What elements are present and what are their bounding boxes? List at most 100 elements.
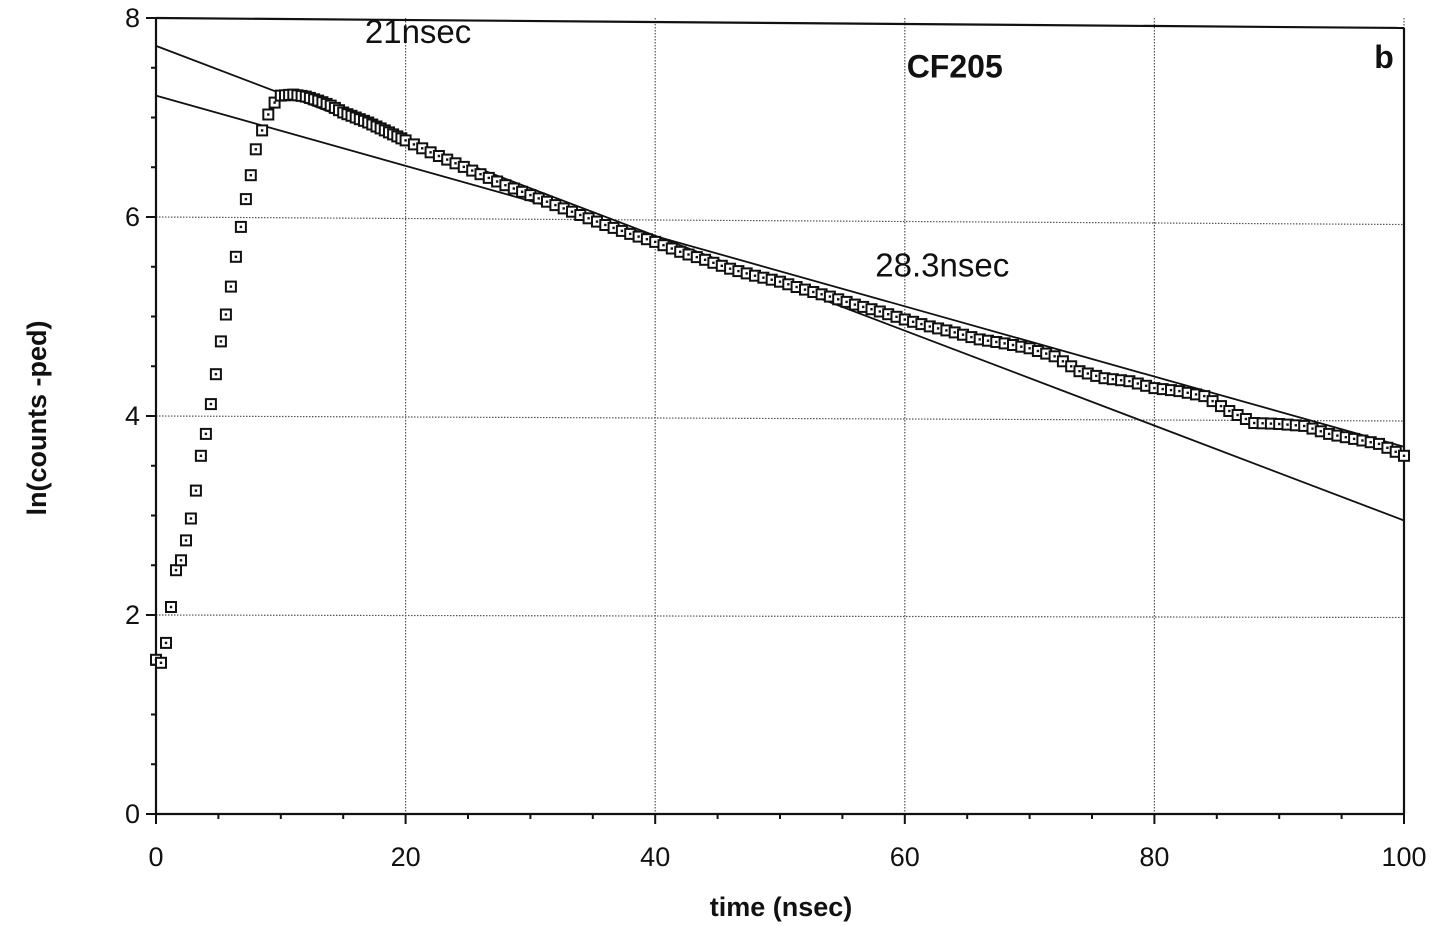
- data-point-dot: [273, 101, 276, 104]
- data-point-dot: [1061, 360, 1065, 363]
- data-point-dot: [1036, 349, 1040, 353]
- data-point-dot: [446, 158, 449, 161]
- data-point-dot: [612, 226, 615, 230]
- data-point-dot: [654, 240, 657, 244]
- data-point-dot: [554, 203, 557, 207]
- data-point-dot: [945, 329, 948, 332]
- data-point-dot: [1161, 387, 1164, 391]
- data-point-dot: [1336, 434, 1339, 437]
- data-point-dot: [662, 244, 665, 247]
- data-point-dot: [1186, 391, 1189, 394]
- data-point-dot: [164, 641, 168, 645]
- data-point-dot: [199, 454, 203, 457]
- data-point-dot: [249, 174, 252, 177]
- data-point-dot: [1070, 365, 1073, 368]
- data-point-dot: [812, 290, 815, 294]
- data-point-dot: [404, 139, 407, 142]
- data-point-dot: [1369, 441, 1372, 444]
- y-axis-label: ln(counts -ped): [22, 321, 52, 516]
- data-point-dot: [728, 267, 732, 270]
- data-point-dot: [454, 162, 457, 165]
- y-tick-label: 4: [125, 401, 140, 431]
- data-point-dot: [1394, 450, 1397, 453]
- data-point-dot: [887, 313, 890, 316]
- data-point-dot: [645, 238, 649, 241]
- top-frame-line: [155, 16, 1405, 30]
- x-tick-label: 100: [1381, 842, 1426, 872]
- gridlines: [155, 18, 1405, 814]
- data-point-dot: [437, 154, 441, 158]
- data-point-dot: [1086, 372, 1089, 375]
- data-point-dot: [1136, 382, 1139, 385]
- data-point-dot: [703, 258, 707, 261]
- data-point-dot: [229, 285, 233, 288]
- data-point-dot: [828, 295, 832, 298]
- data-point-dot: [1278, 422, 1281, 426]
- data-point-dot: [853, 303, 857, 306]
- data-point-dot: [970, 335, 973, 339]
- data-point-dot: [260, 129, 264, 132]
- data-point-dot: [1003, 342, 1006, 345]
- y-tick-label: 2: [125, 600, 140, 630]
- data-point-dot: [1236, 413, 1239, 417]
- data-point-dot: [1402, 454, 1406, 457]
- data-point-dot: [1228, 409, 1231, 413]
- data-point-dot: [986, 339, 990, 342]
- data-point-dot: [670, 247, 673, 250]
- data-point-dot: [512, 187, 515, 190]
- data-point-dot: [244, 197, 248, 201]
- data-point-dot: [537, 197, 540, 200]
- data-point-dot: [753, 274, 757, 277]
- data-point-dot: [1219, 404, 1223, 408]
- data-point-dot: [604, 223, 607, 227]
- data-point-dot: [570, 210, 574, 213]
- data-point-dot: [529, 193, 532, 197]
- data-point-dot: [174, 569, 178, 572]
- data-point-dot: [862, 305, 865, 309]
- x-tick-label: 40: [640, 842, 670, 872]
- data-point-dot: [1361, 439, 1364, 442]
- data-point-dot: [1327, 432, 1331, 436]
- data-point-dot: [620, 229, 624, 233]
- data-point-dot: [712, 261, 715, 264]
- annotation: CF205: [907, 49, 1003, 85]
- data-point-dot: [936, 327, 940, 330]
- data-point-dot: [1119, 379, 1123, 382]
- data-point-dot: [1095, 374, 1098, 378]
- data-point-dot: [845, 300, 848, 304]
- data-point-dot: [495, 180, 499, 183]
- data-point-dot: [214, 373, 218, 376]
- data-point-dot: [234, 255, 238, 258]
- data-point-dot: [1078, 370, 1081, 373]
- annotation: 28.3nsec: [875, 247, 1009, 284]
- data-point-dot: [1386, 446, 1389, 449]
- data-point-dot: [179, 559, 183, 562]
- data-point-dot: [1169, 388, 1173, 392]
- data-point-dot: [194, 489, 198, 492]
- y-tick-label: 6: [125, 202, 140, 232]
- data-point-dot: [159, 661, 163, 664]
- y-tick-labels: 0 2 4 6 8: [125, 3, 140, 829]
- data-point-dot: [803, 288, 807, 291]
- data-point-dot: [1111, 378, 1114, 381]
- x-tick-label: 0: [148, 842, 163, 872]
- annotation: 21nsec: [365, 13, 471, 50]
- data-point-dot: [1020, 345, 1023, 348]
- data-point-dot: [1194, 393, 1198, 396]
- data-point-dot: [1253, 421, 1256, 425]
- data-point-dot: [1128, 380, 1131, 383]
- y-gridline: [155, 216, 1405, 226]
- data-point-dot: [928, 325, 931, 328]
- data-point-dot: [209, 402, 213, 406]
- data-point-dot: [795, 285, 798, 289]
- data-point-dot: [787, 283, 790, 286]
- data-point-dot: [579, 213, 582, 217]
- data-point-dot: [1286, 423, 1289, 426]
- data-point-dot: [224, 313, 228, 316]
- data-point-dot: [562, 207, 565, 210]
- data-point-dot: [837, 298, 840, 301]
- data-point-dot: [1178, 389, 1181, 393]
- x-tick-labels: 0 20 40 60 80 100: [148, 842, 1426, 872]
- data-point-dot: [595, 220, 599, 223]
